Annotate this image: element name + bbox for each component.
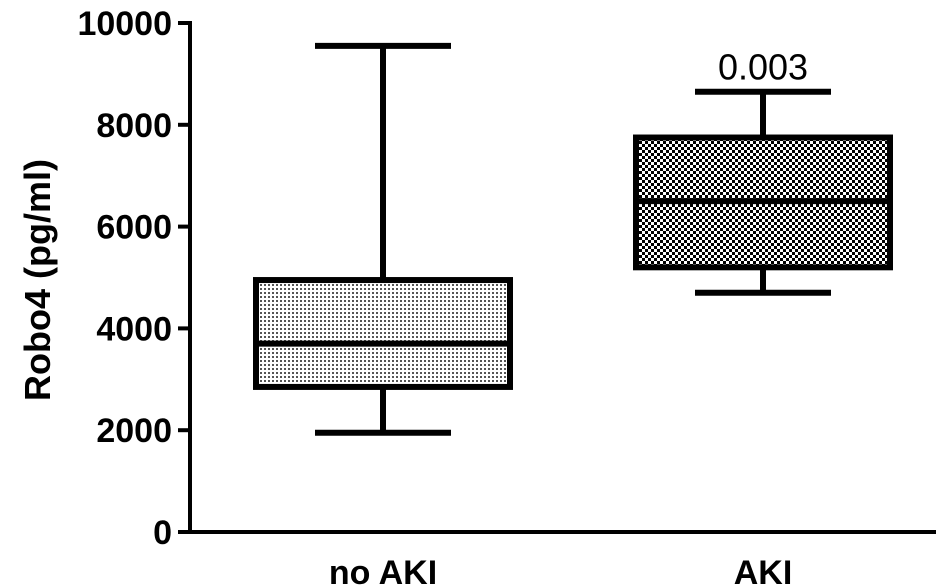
y-tick-label: 2000 [96, 412, 172, 450]
y-tick-label: 4000 [96, 310, 172, 348]
y-tick-label: 6000 [96, 209, 172, 247]
p-value-label: 0.003 [718, 47, 808, 88]
y-axis-title: Robo4 (pg/ml) [17, 159, 58, 401]
iqr-box [253, 277, 513, 390]
x-tick-label: AKI [734, 554, 793, 588]
box-no-aki [253, 42, 513, 436]
y-tick-label: 8000 [96, 107, 172, 145]
y-tick-label: 10000 [77, 5, 172, 43]
x-tick-label: no AKI [329, 554, 437, 588]
axes [188, 21, 936, 534]
boxes [253, 42, 893, 436]
annotations: 0.003 [718, 47, 808, 88]
box-aki [633, 88, 893, 296]
y-tick-label: 0 [153, 514, 172, 552]
y-ticks: 0 2000 4000 6000 8000 10000 [77, 5, 190, 552]
x-tick-labels: no AKI AKI [329, 554, 792, 588]
